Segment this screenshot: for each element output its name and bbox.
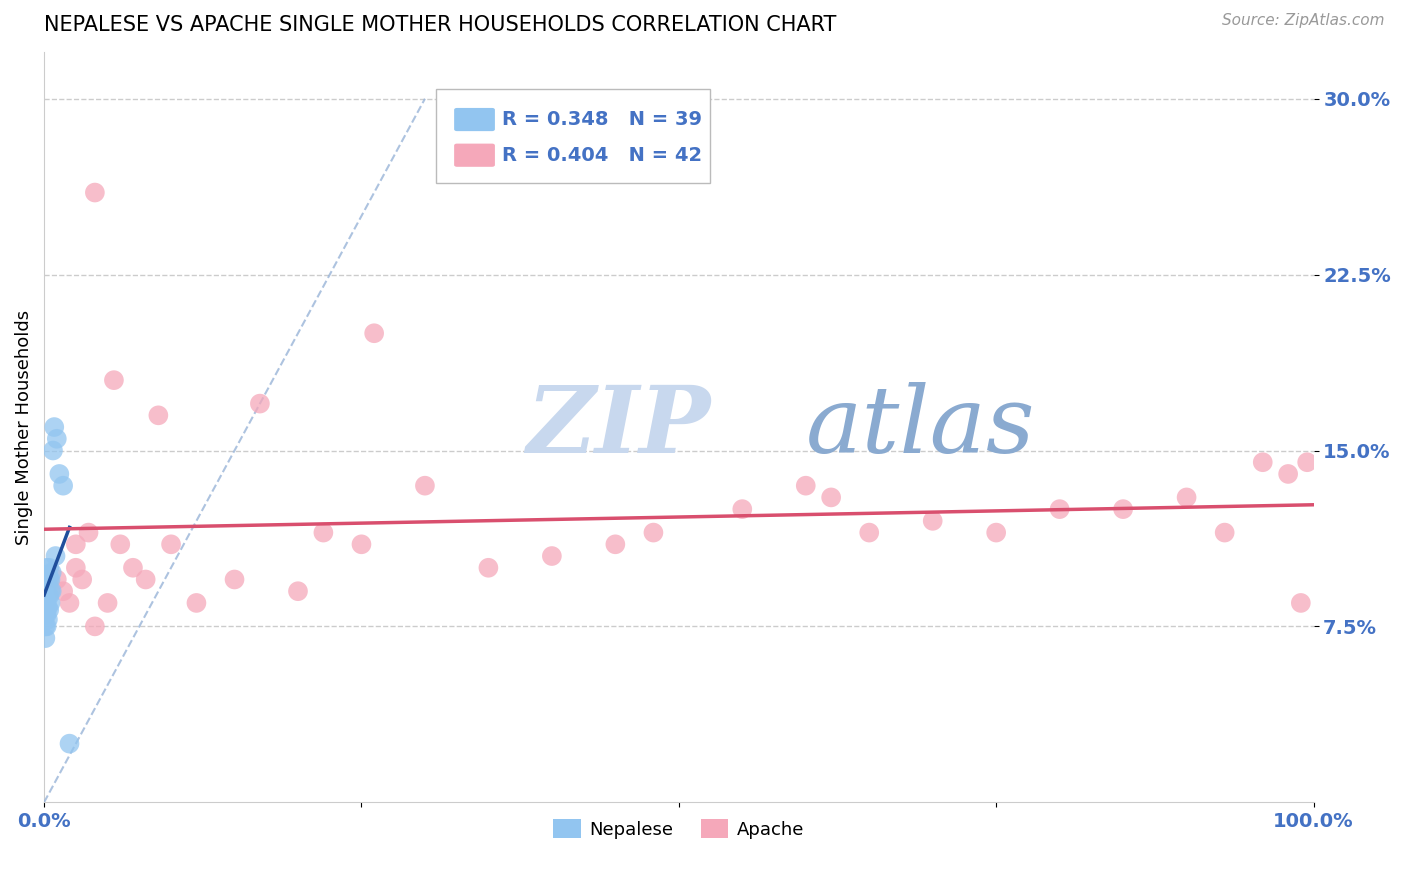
Point: [52, 478, 75, 492]
Point: [41, 566, 63, 580]
Point: [35, 596, 58, 610]
Point: [921, 514, 943, 528]
Point: [45, 573, 67, 587]
Point: [37, 567, 59, 582]
Point: [1296, 455, 1319, 469]
Point: [41, 584, 63, 599]
Legend: Nepalese, Apache: Nepalese, Apache: [547, 812, 811, 846]
Point: [34, 631, 56, 645]
Point: [224, 573, 246, 587]
Point: [48, 467, 70, 481]
Point: [35, 589, 58, 603]
Point: [1289, 596, 1312, 610]
Text: R = 0.348   N = 39: R = 0.348 N = 39: [502, 110, 702, 129]
Point: [35, 580, 58, 594]
Point: [312, 525, 335, 540]
Point: [1213, 525, 1236, 540]
Point: [34, 584, 56, 599]
Point: [65, 560, 87, 574]
Point: [35, 584, 58, 599]
Point: [413, 478, 436, 492]
Point: [44, 420, 66, 434]
Point: [83, 619, 105, 633]
Point: [77, 525, 100, 540]
Point: [287, 584, 309, 599]
Point: [70, 573, 93, 587]
Point: [52, 584, 75, 599]
Text: Source: ZipAtlas.com: Source: ZipAtlas.com: [1222, 13, 1385, 29]
Point: [363, 326, 385, 341]
Point: [1112, 502, 1135, 516]
Point: [1277, 467, 1299, 481]
Point: [122, 560, 145, 574]
Text: ZIP: ZIP: [526, 382, 711, 472]
Point: [34, 596, 56, 610]
Point: [34, 584, 56, 599]
Point: [605, 537, 627, 551]
Text: R = 0.404   N = 42: R = 0.404 N = 42: [502, 145, 702, 165]
Point: [35, 573, 58, 587]
Point: [39, 584, 62, 599]
Point: [160, 537, 183, 551]
Point: [820, 491, 842, 505]
Point: [34, 573, 56, 587]
Point: [1049, 502, 1071, 516]
Point: [34, 596, 56, 610]
Text: NEPALESE VS APACHE SINGLE MOTHER HOUSEHOLDS CORRELATION CHART: NEPALESE VS APACHE SINGLE MOTHER HOUSEHO…: [44, 15, 837, 35]
Point: [39, 573, 62, 587]
Point: [37, 600, 59, 615]
Point: [110, 537, 132, 551]
Point: [38, 573, 60, 587]
Point: [97, 596, 120, 610]
Point: [541, 549, 564, 563]
Point: [34, 607, 56, 622]
Point: [83, 186, 105, 200]
Point: [44, 549, 66, 563]
Point: [65, 537, 87, 551]
Point: [35, 560, 58, 574]
Text: atlas: atlas: [806, 382, 1035, 472]
Point: [58, 596, 80, 610]
Point: [42, 443, 65, 458]
Y-axis label: Single Mother Households: Single Mother Households: [15, 310, 32, 545]
Point: [148, 409, 170, 423]
Point: [38, 603, 60, 617]
Point: [350, 537, 373, 551]
Point: [858, 525, 880, 540]
Point: [35, 607, 58, 622]
Point: [37, 577, 59, 591]
Point: [38, 560, 60, 574]
Point: [643, 525, 665, 540]
Point: [794, 478, 817, 492]
Point: [45, 432, 67, 446]
Point: [35, 619, 58, 633]
Point: [58, 737, 80, 751]
Point: [1175, 491, 1198, 505]
Point: [477, 560, 499, 574]
Point: [103, 373, 125, 387]
Point: [38, 589, 60, 603]
Point: [37, 589, 59, 603]
Point: [135, 573, 157, 587]
Point: [34, 573, 56, 587]
Point: [1251, 455, 1274, 469]
Point: [186, 596, 208, 610]
Point: [986, 525, 1008, 540]
Point: [37, 612, 59, 626]
Point: [249, 396, 271, 410]
Point: [731, 502, 754, 516]
Point: [39, 596, 62, 610]
Point: [34, 607, 56, 622]
Point: [34, 619, 56, 633]
